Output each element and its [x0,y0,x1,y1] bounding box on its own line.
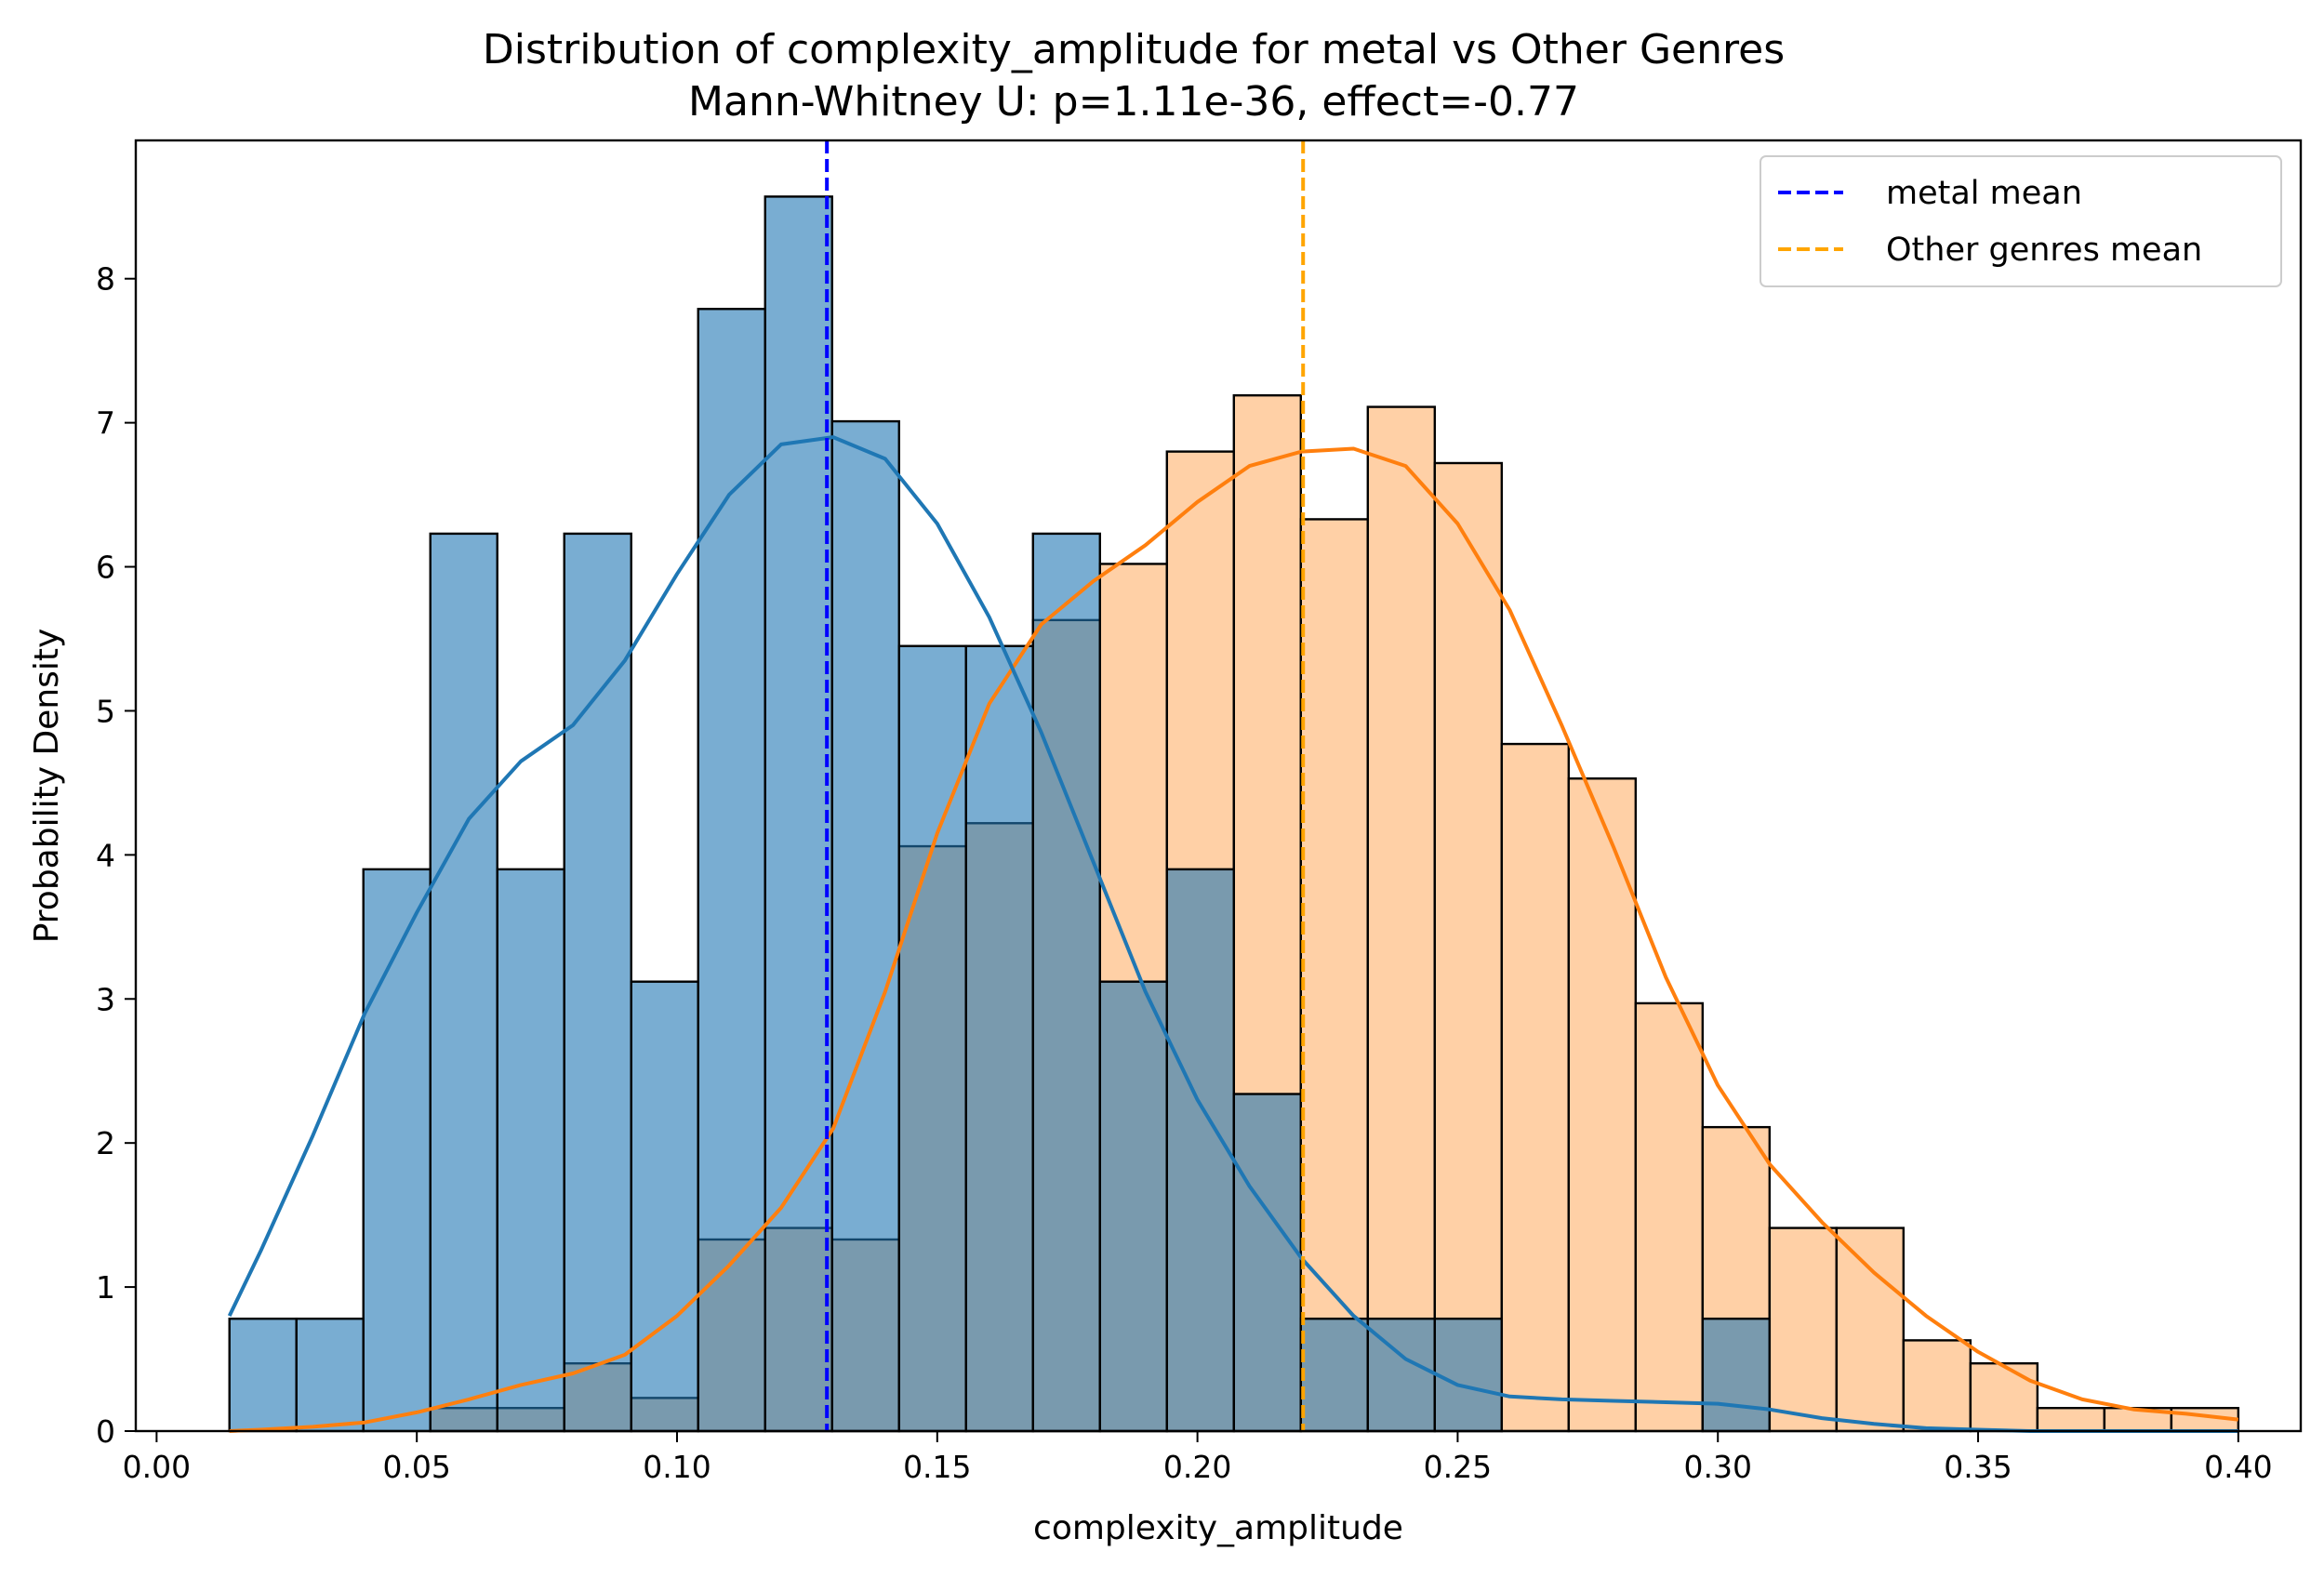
chart-title: Distribution of complexity_amplitude for… [483,26,1785,73]
bar-metal [362,868,432,1433]
bar-metal [1299,1317,1369,1433]
bar-metal [964,644,1034,1433]
bar-metal [228,1317,298,1433]
bar-metal [1165,868,1235,1433]
kde-line-other-genres [229,446,2239,1433]
legend-label-metal-mean: metal mean [1886,175,2082,212]
bar-metal [697,308,766,1433]
bar-metal [1098,980,1168,1433]
x-tick-label: 0.00 [123,1449,191,1485]
bar-other-genres [1299,518,1369,1433]
bar-other-genres [1433,461,1504,1433]
bar-other-genres [2036,1407,2106,1433]
y-tick-label: 6 [96,550,115,586]
bar-metal [1701,1317,1772,1433]
bar-metal [630,980,699,1433]
y-tick-label: 0 [96,1413,115,1450]
y-axis: 0 1 2 3 4 5 6 7 8 [96,261,136,1450]
bar-metal [1433,1317,1504,1433]
bar-metal [295,1317,365,1433]
bar-metal [764,195,833,1433]
bar-metal [830,419,900,1433]
bar-metal [897,644,967,1433]
y-tick-label: 7 [96,405,115,442]
bar-metal [1232,1093,1302,1433]
x-tick-label: 0.10 [643,1449,710,1485]
legend: metal mean Other genres mean [1760,155,2282,287]
bar-other-genres [1500,742,1571,1433]
bar-other-genres [1768,1227,1839,1433]
x-tick-label: 0.25 [1424,1449,1492,1485]
chart-subtitle: Mann-Whitney U: p=1.11e-36, effect=-0.77 [688,78,1579,126]
bar-other-genres [1835,1227,1906,1433]
bar-metal [496,868,565,1433]
y-tick-label: 2 [96,1125,115,1161]
bar-metal [429,532,498,1433]
y-tick-label: 3 [96,981,115,1017]
y-tick-label: 5 [96,693,115,729]
y-axis-label: Probability Density [28,629,66,944]
legend-label-other-genres-mean: Other genres mean [1886,232,2202,269]
x-tick-label: 0.15 [903,1449,971,1485]
bar-other-genres [1366,405,1437,1433]
bar-other-genres [1902,1339,1972,1433]
y-tick-label: 8 [96,261,115,298]
y-tick-label: 1 [96,1269,115,1306]
plot-frame [134,139,2303,1433]
bar-metal [1366,1317,1437,1433]
x-tick-label: 0.05 [382,1449,450,1485]
bar-other-genres [1969,1361,2039,1433]
bar-other-genres [1634,1001,1705,1433]
plot-area [227,140,2240,1433]
bar-metal [1031,532,1101,1433]
histogram-metal [228,195,1772,1433]
legend-box [1760,155,2282,287]
x-tick-label: 0.40 [2204,1449,2272,1485]
x-tick-label: 0.30 [1683,1449,1751,1485]
x-axis-label: complexity_amplitude [1033,1509,1403,1547]
y-tick-label: 4 [96,837,115,873]
kde-line-metal [227,435,2238,1433]
x-tick-label: 0.35 [1944,1449,2012,1485]
x-tick-label: 0.20 [1163,1449,1231,1485]
bar-metal [563,532,632,1433]
x-axis: 0.00 0.05 0.10 0.15 0.20 0.25 0.30 0.35 0.40 [123,1431,2273,1485]
bar-other-genres [1567,777,1638,1433]
